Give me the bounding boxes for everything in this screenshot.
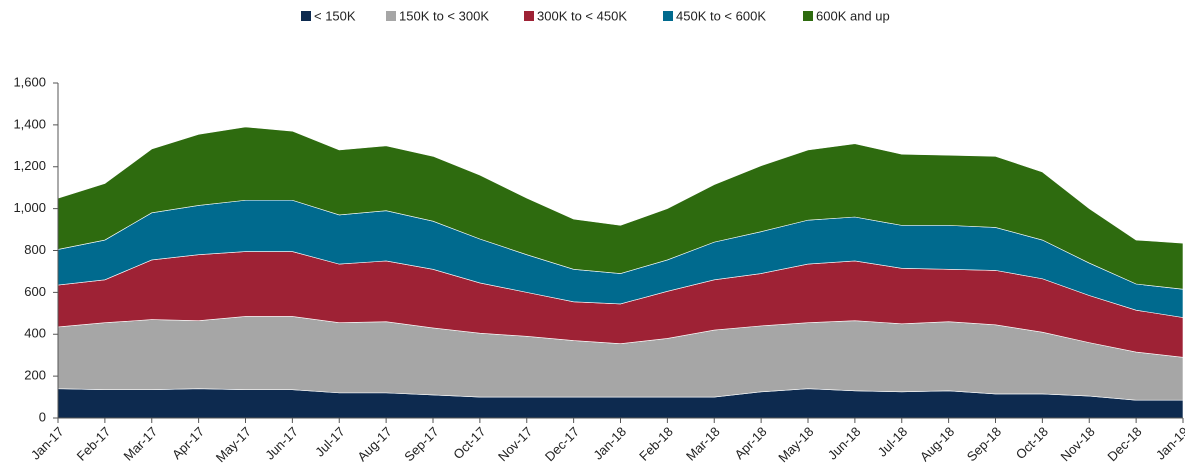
x-tick-label: Sep-18 <box>964 424 1004 464</box>
x-tick-label: Feb-17 <box>74 424 114 464</box>
x-tick-label: Jul-18 <box>875 424 911 460</box>
legend-swatch <box>663 11 673 21</box>
x-tick-label: Feb-18 <box>636 424 676 464</box>
x-tick-label: Aug-17 <box>354 424 394 464</box>
x-tick-label: Aug-18 <box>917 424 957 464</box>
y-tick-label: 1,000 <box>13 200 46 215</box>
y-tick-label: 800 <box>24 242 46 257</box>
x-tick-label: Apr-17 <box>169 424 207 462</box>
x-tick-label: Jan-18 <box>590 424 629 463</box>
x-tick-label: Sep-17 <box>401 424 441 464</box>
legend-label: 450K to < 600K <box>676 8 766 23</box>
x-tick-label: Jan-19 <box>1153 424 1185 463</box>
y-tick-label: 600 <box>24 284 46 299</box>
legend-label: < 150K <box>314 8 356 23</box>
x-tick-label: Jan-17 <box>28 424 67 463</box>
x-tick-label: May-17 <box>213 424 254 465</box>
area <box>57 126 1184 290</box>
legend-label: 600K and up <box>816 8 890 23</box>
y-tick-label: 1,200 <box>13 158 46 173</box>
y-tick-label: 1,400 <box>13 116 46 131</box>
x-tick-label: Oct-18 <box>1013 424 1051 462</box>
legend-swatch <box>301 11 311 21</box>
y-tick-label: 200 <box>24 368 46 383</box>
x-tick-label: Dec-17 <box>542 424 582 464</box>
x-tick-label: Dec-18 <box>1104 424 1144 464</box>
x-tick-label: Jul-17 <box>312 424 348 460</box>
x-tick-label: Oct-17 <box>450 424 488 462</box>
y-tick-label: 400 <box>24 326 46 341</box>
legend-swatch <box>524 11 534 21</box>
x-tick-label: Nov-18 <box>1058 424 1098 464</box>
legend-label: 150K to < 300K <box>399 8 489 23</box>
x-tick-label: Mar-18 <box>683 424 723 464</box>
legend-swatch <box>386 11 396 21</box>
y-tick-label: 1,600 <box>13 74 46 89</box>
legend-swatch <box>803 11 813 21</box>
y-tick-label: 0 <box>39 409 46 424</box>
x-tick-label: Jun-17 <box>262 424 301 463</box>
legend-label: 300K to < 450K <box>537 8 627 23</box>
x-tick-label: May-18 <box>775 424 816 465</box>
x-tick-label: Apr-18 <box>731 424 769 462</box>
x-tick-label: Nov-17 <box>495 424 535 464</box>
x-tick-label: Jun-18 <box>825 424 864 463</box>
x-tick-label: Mar-17 <box>121 424 161 464</box>
